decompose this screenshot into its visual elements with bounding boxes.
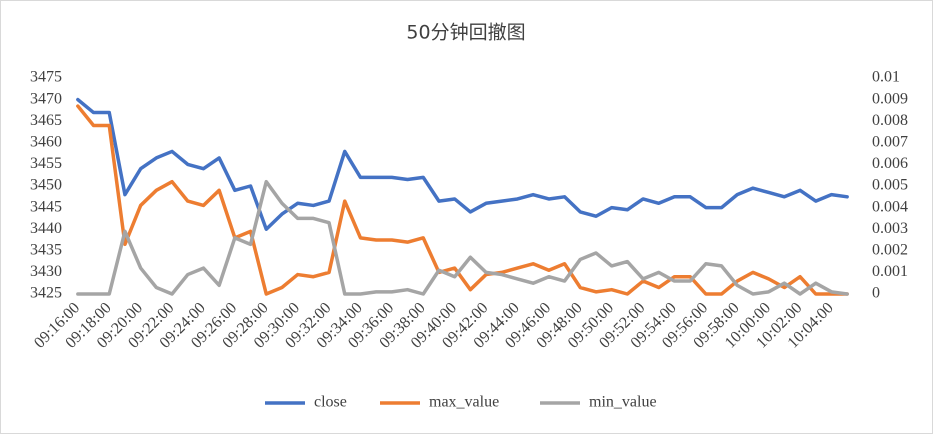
y-tick-label: 3470 <box>30 90 62 107</box>
y-tick-label: 3440 <box>30 220 62 237</box>
y-tick-label: 3445 <box>30 198 62 215</box>
y-tick-label: 3475 <box>30 69 62 86</box>
y-tick-label: 3435 <box>30 241 62 258</box>
legend-label: min_value <box>589 394 657 411</box>
y2-tick-label: 0.01 <box>872 69 900 86</box>
y2-tick-label: 0 <box>872 285 880 302</box>
y2-tick-label: 0.004 <box>872 198 908 215</box>
y-tick-label: 3455 <box>30 155 62 172</box>
y2-tick-label: 0.002 <box>872 241 908 258</box>
chart-title: 50分钟回撤图 <box>406 22 525 44</box>
y-tick-label: 3425 <box>30 285 62 302</box>
line-series <box>76 104 849 296</box>
y-tick-label: 3460 <box>30 133 62 150</box>
legend-label: close <box>314 394 347 411</box>
y2-tick-label: 0.007 <box>872 133 908 150</box>
y2-tick-label: 0.006 <box>872 155 908 172</box>
legend-label: max_value <box>429 394 499 411</box>
y2-tick-label: 0.005 <box>872 177 908 194</box>
y2-tick-label: 0.008 <box>872 112 908 129</box>
y2-tick-label: 0.003 <box>872 220 908 237</box>
y-tick-label: 3465 <box>30 112 62 129</box>
y2-tick-label: 0.009 <box>872 90 908 107</box>
y-tick-label: 3450 <box>30 177 62 194</box>
line-series <box>76 179 849 296</box>
y-tick-label: 3430 <box>30 263 62 280</box>
line-series <box>76 97 849 231</box>
y2-tick-label: 0.001 <box>872 263 908 280</box>
